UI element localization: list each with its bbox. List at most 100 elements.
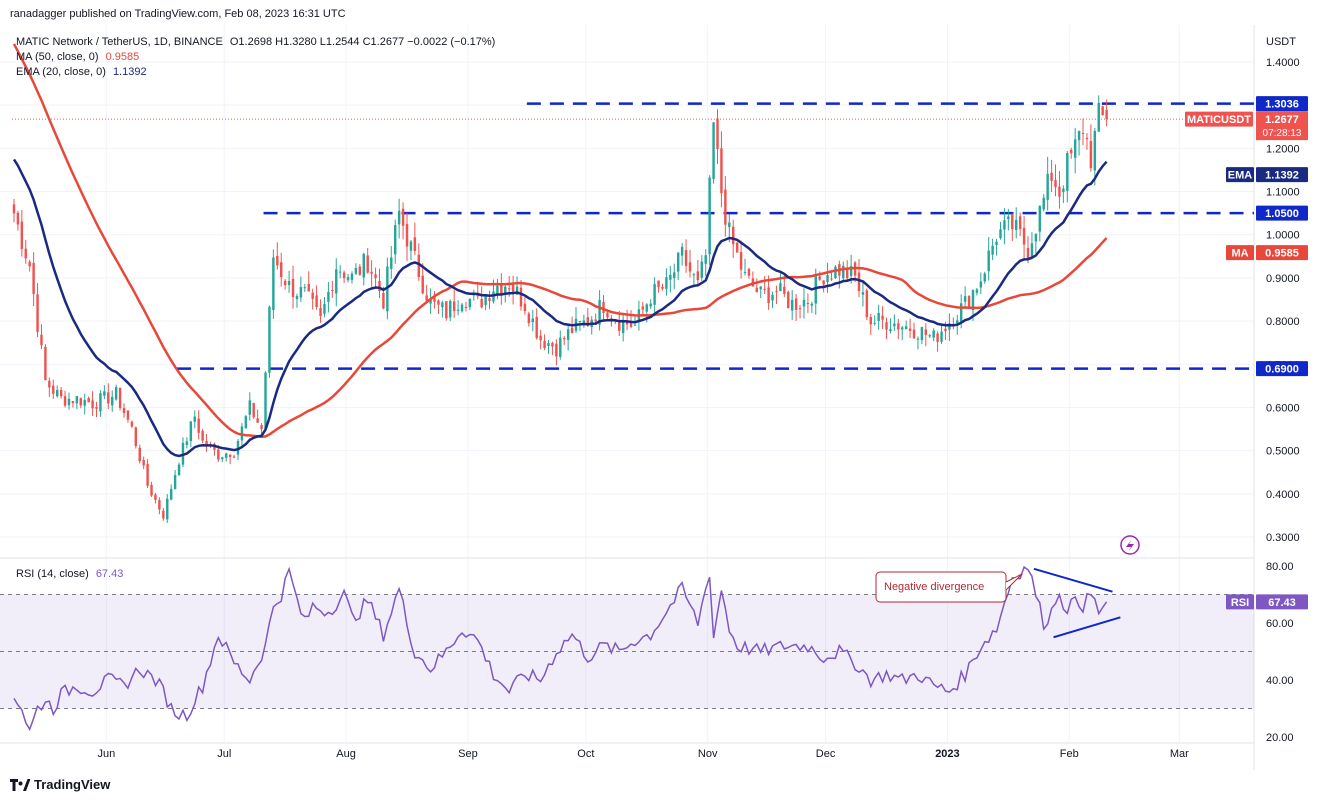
candle-body	[162, 510, 165, 519]
candle-body	[566, 329, 570, 340]
candle-body	[91, 400, 94, 409]
candle-body	[928, 335, 931, 337]
candle-body	[594, 319, 597, 322]
rsi-tick-label: 60.00	[1266, 618, 1294, 630]
candle-body	[409, 241, 413, 251]
rsi-tag: RSI	[1226, 594, 1254, 610]
divergence-annotation: Negative divergence	[875, 571, 1023, 603]
price-tick-label: 0.9000	[1266, 273, 1300, 285]
candle-body	[1070, 149, 1073, 154]
candle-body	[397, 210, 401, 225]
time-tick-label: Sep	[458, 748, 478, 760]
candle-body	[417, 254, 421, 278]
candle-body	[36, 294, 39, 332]
candle-body	[598, 299, 601, 325]
ma-value-badge-text: 0.9585	[1265, 248, 1299, 260]
candle-body	[759, 286, 762, 290]
candle-body	[543, 340, 546, 349]
candle-body	[783, 286, 786, 294]
rsi-legend: RSI (14, close) 67.43	[16, 567, 123, 582]
candle-body	[193, 416, 196, 422]
candle-body	[323, 304, 326, 314]
level-badge-0-6900: 0.6900	[1256, 361, 1308, 377]
candle-body	[507, 288, 511, 290]
candle-body	[1073, 139, 1077, 158]
candle-body	[366, 255, 369, 273]
candle-body	[924, 329, 928, 335]
rsi-tag-text: RSI	[1231, 597, 1249, 609]
level-badge-1-0500-bg	[1256, 205, 1308, 221]
candle-body	[936, 333, 939, 342]
tradingview-brand[interactable]: TradingView	[10, 777, 110, 792]
last-price-badge: 1.2677 07:28:13	[1256, 111, 1308, 141]
candle-body	[602, 301, 605, 313]
legend-ma-value: 0.9585	[105, 51, 140, 63]
candle-body	[1042, 197, 1045, 210]
rsi-line	[13, 565, 1108, 732]
candle-body	[1038, 205, 1042, 232]
candle-body	[523, 303, 527, 312]
level-badge-0-6900-bg	[1256, 361, 1308, 377]
candle-body	[433, 297, 436, 302]
time-tick-label: Jun	[97, 748, 115, 760]
candle-body	[889, 329, 892, 332]
candle-body	[393, 225, 397, 255]
candle-body	[971, 290, 975, 311]
candle-body	[1085, 137, 1089, 140]
candle-body	[1007, 216, 1010, 220]
candle-body	[166, 498, 169, 520]
candle-body	[743, 272, 747, 274]
price-tick-label: 0.4000	[1266, 489, 1300, 501]
candle-body	[983, 273, 986, 282]
candle-body	[20, 221, 24, 249]
candle-body	[798, 308, 802, 310]
candle-body	[1054, 180, 1057, 188]
level-badge-0-6900-text: 0.6900	[1265, 364, 1299, 376]
lightning-circle	[1120, 535, 1140, 555]
candle-body	[504, 286, 507, 293]
candle-body	[559, 337, 562, 357]
candle-body	[806, 302, 810, 304]
candle-body	[665, 277, 668, 289]
candle-body	[244, 416, 248, 429]
brand-name: TradingView	[34, 777, 111, 792]
legend-ema-line: EMA (20, close, 0) 1.1392	[16, 65, 495, 80]
candle-body	[331, 289, 334, 291]
candle-body	[728, 222, 731, 228]
candle-body	[118, 388, 122, 409]
candle-body	[1077, 130, 1081, 141]
candle-body	[1062, 188, 1065, 193]
candle-body	[134, 427, 138, 447]
price-tick-label: 1.0000	[1266, 230, 1300, 242]
legend-ohlc: O1.2698 H1.3280 L1.2544 C1.2677 −0.0022 …	[229, 36, 496, 48]
candle-body	[217, 449, 220, 460]
candle-body	[920, 327, 924, 341]
candle-body	[944, 328, 947, 332]
candle-body	[897, 323, 900, 330]
candle-body	[103, 391, 106, 396]
ma-tag: MA	[1226, 245, 1254, 261]
ma-value-badge-bg	[1256, 245, 1308, 261]
candle-body	[311, 292, 314, 299]
candle-body	[720, 148, 723, 194]
candle-body	[138, 447, 141, 462]
candle-body	[995, 241, 998, 246]
candle-body	[205, 441, 208, 447]
candle-body	[814, 276, 817, 304]
candle-body	[999, 229, 1002, 239]
candle-body	[114, 387, 118, 400]
candle-body	[63, 396, 67, 406]
publisher-info: ranadagger published on TradingView.com,…	[10, 8, 346, 20]
candle-body	[342, 272, 346, 279]
candle-body	[421, 275, 424, 294]
candle-body	[696, 271, 700, 280]
candle-body	[221, 457, 224, 460]
candle-body	[975, 289, 979, 293]
ema-value-badge-text: 1.1392	[1265, 170, 1299, 182]
candle-body	[55, 389, 59, 397]
candle-body	[390, 257, 393, 269]
candle-body	[641, 306, 645, 310]
candle-body	[146, 463, 149, 486]
candle-body	[335, 269, 338, 294]
